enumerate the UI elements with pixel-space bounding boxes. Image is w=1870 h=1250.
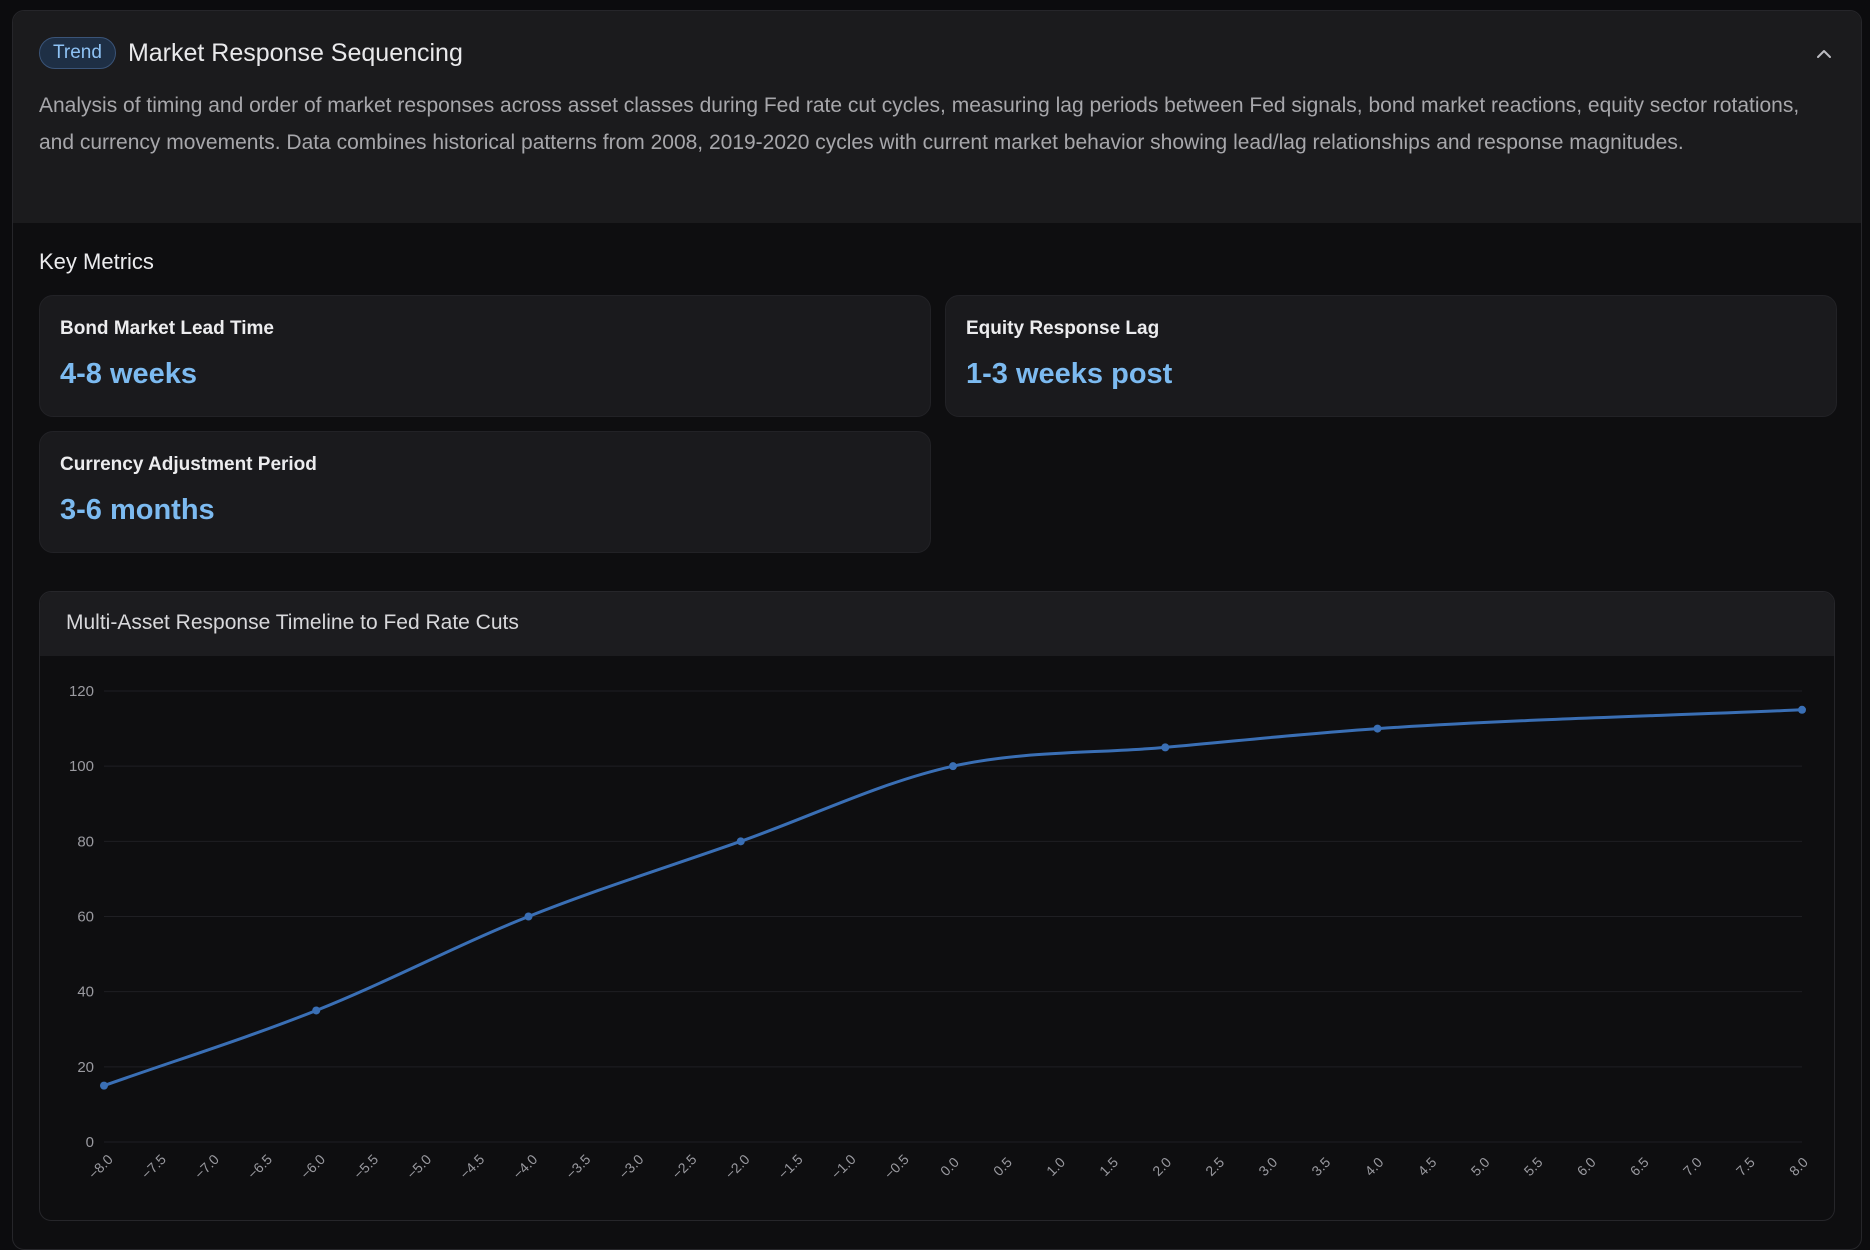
panel-title: Market Response Sequencing	[127, 38, 463, 67]
metric-card-bond-lead: Bond Market Lead Time 4-8 weeks	[39, 295, 931, 417]
x-tick-label: −3.0	[616, 1151, 647, 1182]
metric-card-currency-period: Currency Adjustment Period 3-6 months	[39, 431, 931, 553]
x-tick-label: −3.5	[563, 1151, 594, 1182]
x-tick-label: 3.5	[1308, 1154, 1333, 1179]
x-tick-label: 8.0	[1786, 1154, 1811, 1179]
series-line	[103, 708, 1803, 1088]
panel-description: Analysis of timing and order of market r…	[39, 94, 1800, 154]
y-tick-label: 20	[77, 1059, 94, 1076]
x-tick-label: −2.0	[722, 1151, 753, 1182]
data-point	[524, 912, 533, 921]
y-tick-label: 100	[69, 758, 94, 775]
chart-title: Multi-Asset Response Timeline to Fed Rat…	[40, 592, 1834, 656]
key-metrics-title: Key Metrics	[39, 249, 154, 274]
metric-value: 1-3 weeks post	[966, 358, 1173, 390]
y-tick-label: 80	[77, 833, 94, 850]
collapse-button[interactable]	[1811, 41, 1837, 67]
data-point	[949, 762, 957, 771]
metric-label: Equity Response Lag	[966, 318, 1160, 339]
x-tick-label: 2.5	[1202, 1154, 1227, 1179]
x-tick-label: 7.5	[1733, 1154, 1758, 1179]
x-tick-label: −5.0	[403, 1151, 434, 1182]
panel-body: Key Metrics Bond Market Lead Time 4-8 we…	[13, 223, 1861, 1221]
y-tick-label: 40	[77, 984, 94, 1001]
y-tick-label: 120	[69, 683, 94, 700]
metric-label: Currency Adjustment Period	[60, 454, 317, 475]
x-tick-label: −1.5	[775, 1151, 806, 1182]
trend-badge: Trend	[39, 37, 116, 69]
x-tick-label: −7.0	[191, 1151, 222, 1182]
x-tick-label: 2.0	[1149, 1154, 1174, 1179]
metric-label: Bond Market Lead Time	[60, 318, 274, 339]
data-point	[1798, 705, 1806, 714]
x-tick-label: −6.0	[297, 1151, 328, 1182]
chart-card: Multi-Asset Response Timeline to Fed Rat…	[39, 591, 1835, 1221]
x-tick-label: 6.5	[1627, 1154, 1652, 1179]
panel-header: Trend Market Response Sequencing Analysi…	[13, 11, 1861, 223]
data-point	[1161, 743, 1170, 752]
title-row: Trend Market Response Sequencing	[39, 37, 1835, 69]
x-tick-label: −5.5	[350, 1151, 381, 1182]
data-point	[100, 1081, 108, 1090]
x-tick-label: −4.5	[456, 1151, 487, 1182]
x-tick-label: −8.0	[85, 1151, 116, 1182]
data-point	[736, 837, 745, 846]
analysis-panel: Trend Market Response Sequencing Analysi…	[12, 10, 1862, 1250]
x-tick-label: 1.5	[1096, 1154, 1121, 1179]
x-tick-label: −6.5	[244, 1151, 275, 1182]
metric-value: 4-8 weeks	[60, 358, 198, 390]
metric-card-equity-lag: Equity Response Lag 1-3 weeks post	[945, 295, 1837, 417]
x-tick-label: 6.0	[1574, 1154, 1599, 1179]
x-tick-label: 3.0	[1255, 1154, 1280, 1179]
x-tick-label: 5.5	[1521, 1154, 1546, 1179]
x-tick-label: 5.0	[1468, 1154, 1493, 1179]
y-tick-label: 0	[86, 1134, 94, 1151]
x-tick-label: −0.5	[881, 1151, 912, 1182]
x-tick-label: −1.0	[828, 1151, 859, 1182]
data-point	[312, 1006, 321, 1015]
x-tick-label: −7.5	[138, 1151, 169, 1182]
x-tick-label: −4.0	[510, 1151, 541, 1182]
data-point	[1373, 724, 1382, 733]
y-tick-label: 60	[77, 909, 94, 926]
x-tick-label: 4.5	[1414, 1154, 1439, 1179]
chevron-up-icon	[1817, 50, 1831, 58]
x-tick-label: 0.0	[937, 1154, 962, 1179]
metric-value: 3-6 months	[60, 494, 215, 526]
x-tick-label: 0.5	[990, 1154, 1015, 1179]
x-tick-label: 4.0	[1361, 1154, 1386, 1179]
x-tick-label: 7.0	[1680, 1154, 1705, 1179]
metrics-grid: Bond Market Lead Time 4-8 weeks Equity R…	[39, 295, 1837, 553]
x-tick-label: 1.0	[1043, 1154, 1068, 1179]
x-tick-label: −2.5	[669, 1151, 700, 1182]
